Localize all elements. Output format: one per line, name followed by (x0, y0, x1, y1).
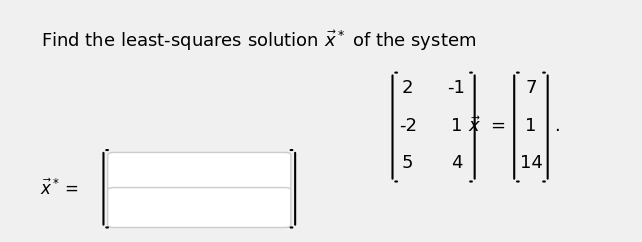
Text: 7: 7 (525, 79, 537, 97)
Text: 14: 14 (519, 154, 542, 172)
Text: -1: -1 (447, 79, 465, 97)
Text: 4: 4 (451, 154, 462, 172)
Text: 5: 5 (402, 154, 413, 172)
Text: $\vec{x}^* =$: $\vec{x}^* =$ (40, 179, 79, 199)
Text: 1: 1 (451, 117, 462, 135)
Text: 2: 2 (402, 79, 413, 97)
Text: .: . (554, 117, 560, 135)
Text: $\vec{x}$  =: $\vec{x}$ = (468, 116, 506, 136)
FancyBboxPatch shape (108, 188, 291, 227)
FancyBboxPatch shape (108, 152, 291, 190)
Text: -2: -2 (399, 117, 417, 135)
Text: 1: 1 (525, 117, 537, 135)
Text: Find the least-squares solution $\vec{x}^*$ of the system: Find the least-squares solution $\vec{x}… (41, 29, 476, 53)
